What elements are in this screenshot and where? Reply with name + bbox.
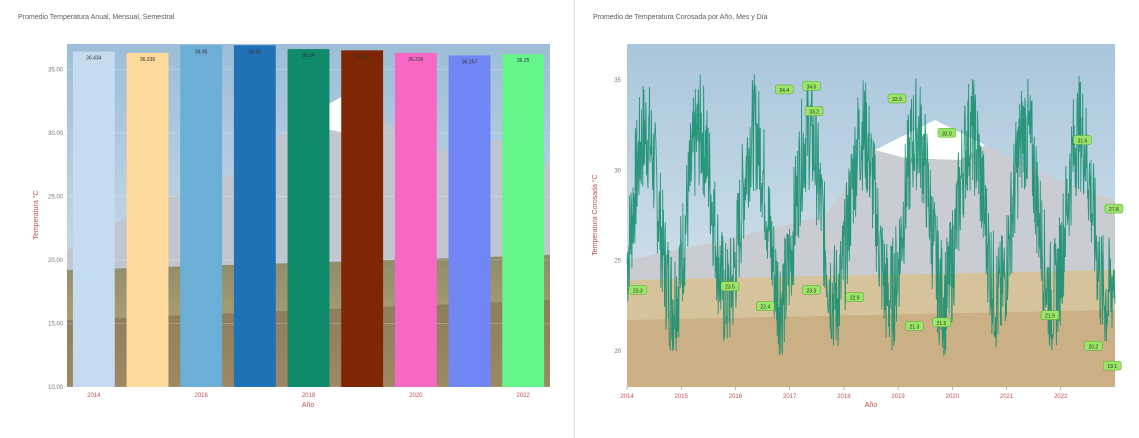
bar-2022: [502, 54, 545, 387]
x-tick-label: 2020: [946, 394, 960, 400]
y-tick-label: 35: [614, 78, 621, 84]
annotation-label: 22.4: [760, 305, 770, 311]
x-tick-label: 2014: [87, 393, 101, 399]
y-tick-label: 10.00: [48, 385, 64, 391]
annotation-label: 19.1: [1107, 364, 1117, 370]
bar-2020: [394, 52, 437, 388]
bar-2017: [233, 45, 276, 387]
bar-value-label: 36.157: [462, 59, 478, 65]
bar-2021: [448, 55, 491, 387]
annotation-badge: [802, 81, 821, 91]
annotation-label: 31.6: [1078, 138, 1088, 144]
bar-value-label: 36.95: [195, 49, 208, 55]
bar-value-label: 36.95: [249, 49, 262, 55]
annotation-label: 34.6: [806, 84, 816, 90]
x-axis-label: Año: [865, 402, 878, 409]
annotation-label: 21.5: [937, 321, 947, 327]
left-chart-title: Promedio Temperatura Anual, Mensual, Sem…: [18, 14, 175, 21]
annotation-badge: [1084, 341, 1103, 351]
bar-2019: [341, 50, 384, 387]
bar-value-label: 36.51: [356, 54, 369, 60]
annotation-label: 20.2: [1088, 344, 1098, 350]
bar-value-label: 36.64: [302, 53, 315, 59]
annotation-badge: [1040, 310, 1060, 320]
annotation-label: 34.4: [779, 88, 789, 94]
annotation-label: 23.3: [806, 288, 816, 294]
panel-left: Promedio Temperatura Anual, Mensual, Sem…: [18, 0, 575, 438]
y-tick-label: 15.00: [48, 321, 64, 327]
y-tick-label: 35.00: [48, 67, 64, 73]
y-axis-label: Temperatura Corosada °C: [591, 174, 599, 255]
y-axis-label: Temperatura °C: [32, 190, 40, 239]
annotation-badge: [720, 281, 740, 291]
annotation-badge: [756, 301, 775, 311]
annotation-badge: [932, 317, 951, 328]
annotation-label: 21.9: [1045, 314, 1055, 320]
y-tick-label: 25.00: [48, 194, 64, 200]
annotation-badge: [628, 285, 648, 295]
bar-value-label: 36.336: [408, 57, 424, 63]
y-tick-label: 30.00: [48, 131, 64, 137]
bar-2018: [287, 49, 330, 387]
annotation-label: 33.2: [809, 110, 819, 116]
x-tick-label: 2019: [891, 394, 905, 400]
annotation-badge: [1104, 203, 1124, 214]
x-tick-label: 2022: [1054, 394, 1068, 400]
annotation-badge: [804, 106, 824, 116]
x-tick-label: 2022: [516, 393, 530, 399]
x-tick-label: 2016: [729, 394, 743, 400]
panel-right: Promedio de Temperatura Corosada por Año…: [575, 0, 1139, 438]
annotation-label: 23.5: [725, 285, 735, 291]
x-axis-label: Año: [302, 402, 315, 409]
bar-2016: [180, 45, 223, 387]
annotation-label: 33.9: [892, 97, 902, 103]
annotation-label: 23.3: [633, 288, 643, 294]
bar-chart: 36.434 36.336 36.95 36.95 36.64 36.51 36.336 36…: [32, 44, 550, 409]
annotation-badge: [905, 321, 924, 331]
bar-value-label: 36.336: [140, 57, 156, 63]
bar-value-label: 36.25: [517, 58, 530, 64]
annotation-badge: [1073, 135, 1092, 145]
line-chart: 20 25 30 35 2014 2015 2016 2017 2018 2019 2020 2021…: [591, 44, 1124, 409]
annotation-badge: [887, 93, 907, 104]
x-tick-label: 2020: [409, 393, 423, 399]
annotation-badge: [1103, 360, 1122, 371]
annotation-badge: [845, 292, 864, 302]
bar-2015: [126, 52, 169, 388]
y-tick-label: 20: [614, 349, 621, 355]
annotation-badge: [774, 84, 794, 95]
x-tick-label: 2018: [837, 394, 851, 400]
x-tick-label: 2015: [675, 394, 689, 400]
annotation-label: 27.8: [1109, 207, 1119, 213]
annotation-label: 21.3: [910, 324, 920, 330]
y-tick-label: 30: [614, 168, 621, 174]
annotation-label: 22.9: [850, 296, 860, 302]
x-tick-label: 2016: [194, 393, 208, 399]
y-tick-label: 20.00: [48, 258, 64, 264]
x-tick-label: 2017: [783, 394, 797, 400]
annotation-label: 32.0: [942, 131, 952, 137]
annotation-badge: [802, 285, 821, 295]
right-chart-title: Promedio de Temperatura Corosada por Año…: [593, 14, 768, 21]
annotation-badge: [937, 128, 957, 138]
series-line: [626, 74, 1116, 356]
x-tick-label: 2014: [620, 394, 634, 400]
y-tick-label: 25: [614, 259, 621, 265]
bar-value-label: 36.434: [86, 56, 102, 62]
bar-2014: [72, 51, 115, 387]
x-tick-label: 2021: [1000, 394, 1014, 400]
x-tick-label: 2018: [302, 393, 316, 399]
